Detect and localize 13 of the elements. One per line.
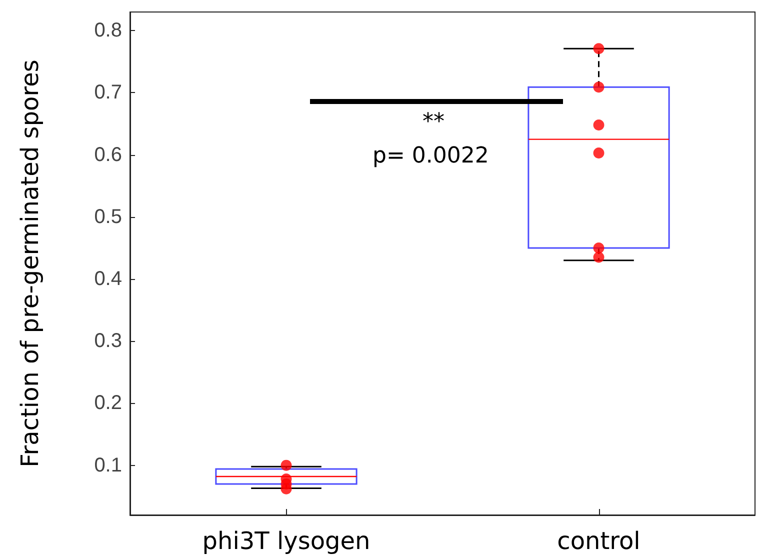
y-axis-title: Fraction of pre-germinated spores — [16, 60, 44, 468]
y-tick-label: 0.2 — [94, 392, 122, 414]
y-tick-label: 0.7 — [94, 82, 122, 104]
y-tick-label: 0.1 — [94, 454, 122, 476]
y-tick-label: 0.6 — [94, 144, 122, 166]
x-tick-label: phi3T lysogen — [202, 527, 370, 555]
y-tick-label: 0.3 — [94, 330, 122, 352]
x-tick-label: control — [557, 527, 640, 555]
annotation: ** — [422, 110, 444, 135]
y-tick-label: 0.8 — [94, 20, 122, 42]
y-tick-label: 0.5 — [94, 206, 122, 228]
y-tick-label: 0.4 — [94, 268, 122, 290]
annotation: p= 0.0022 — [372, 144, 489, 169]
